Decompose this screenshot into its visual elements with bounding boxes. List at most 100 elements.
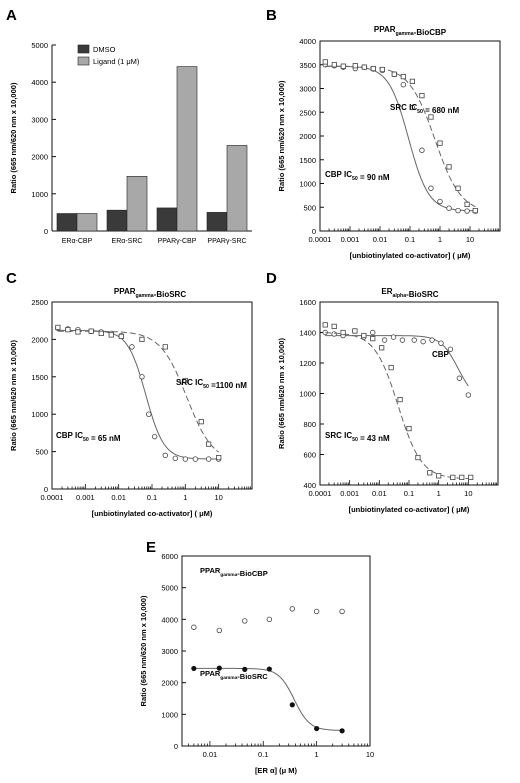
bar [56, 213, 78, 232]
data-point-circle [139, 374, 145, 380]
data-point-square [182, 377, 188, 384]
x-tick-label: 1 [183, 493, 187, 502]
data-point-square [352, 63, 358, 69]
data-point-circle [191, 624, 197, 630]
x-tick-label: 0.0001 [41, 493, 64, 502]
data-point-square [216, 454, 222, 461]
data-point-circle [242, 618, 248, 624]
x-axis-label: [ER α] (μ M) [255, 766, 298, 775]
data-point-circle [400, 81, 407, 88]
fit-curve [325, 335, 469, 387]
x-tick-label: 0.0001 [309, 235, 332, 244]
data-point-filled [191, 665, 197, 672]
data-point-square [379, 66, 385, 73]
data-point-circle [456, 375, 463, 381]
y-tick-label: 0 [174, 742, 178, 751]
x-tick-label: 0.0001 [309, 489, 332, 498]
panel-e: E 0 1000 2000 3000 4000 5000 6000 Ratio (665 nm/… [139, 539, 374, 775]
data-point-square [379, 345, 385, 351]
bar [106, 209, 128, 232]
data-point-filled [242, 666, 248, 672]
y-tick-label: 1000 [299, 390, 316, 399]
y-tick-label: 2000 [161, 679, 178, 688]
x-tick-label: 0.1 [258, 750, 268, 759]
x-tick-label: 0.001 [341, 235, 360, 244]
data-point-circle [172, 455, 178, 462]
category-label: ERα-SRC [112, 238, 143, 245]
x-tick-label: 1 [437, 489, 441, 498]
y-axis-label: Ratio (665 nm/620 nm x 10,000) [9, 82, 18, 193]
data-point-circle [437, 198, 443, 205]
y-tick-label: 3000 [161, 647, 178, 656]
x-tick-label: 0.01 [372, 489, 387, 498]
y-tick-label: 500 [303, 203, 316, 212]
bar [126, 176, 148, 232]
y-tick-label: 0 [44, 485, 48, 494]
series-label: PPARgamma-BioCBP [200, 566, 268, 578]
data-point-square [409, 78, 415, 84]
data-point-square [361, 332, 367, 339]
data-point-square [331, 323, 337, 330]
panel-letter: E [146, 539, 156, 556]
data-point-circle [339, 608, 345, 615]
data-point-circle [455, 207, 461, 214]
data-point-circle [370, 329, 376, 336]
x-axis-label: [unbiotinylated co-activator] ( μM) [92, 509, 213, 518]
data-point-square [370, 65, 376, 72]
x-tick-label: 10 [464, 489, 472, 498]
data-point-square [118, 333, 124, 340]
y-tick-label: 5000 [161, 584, 178, 593]
data-point-square [455, 185, 461, 191]
data-point-circle [420, 338, 426, 345]
data-point-circle [182, 456, 189, 462]
data-point-circle [465, 392, 472, 398]
x-tick-label: 1 [438, 235, 442, 244]
category-label: PPARγ-CBP [158, 238, 197, 245]
data-point-circle [331, 331, 337, 337]
data-point-square [88, 328, 94, 334]
panel-title: ERalpha-BioSRC [381, 287, 438, 299]
x-axis-label: [unbiotinylated co-activator] ( μM) [349, 505, 470, 514]
y-tick-label: 2000 [299, 132, 316, 141]
panel-d: D ERalpha-BioSRC 400 600 800 1000 1200 1400 1600… [266, 270, 499, 514]
y-tick-label: 1500 [299, 156, 316, 165]
data-point-square [446, 164, 452, 170]
y-tick-label: 2000 [31, 153, 48, 162]
y-tick-label: 2000 [31, 335, 48, 344]
data-point-square [391, 71, 397, 77]
x-tick-label: 0.01 [203, 750, 218, 759]
bar [76, 213, 98, 232]
y-tick-label: 6000 [161, 552, 178, 561]
x-tick-label: 10 [366, 750, 374, 759]
y-axis-label: Ratio (665 nm/620 nm x 10,000) [9, 340, 18, 451]
y-tick-label: 500 [35, 448, 48, 457]
data-point-circle [151, 433, 158, 440]
y-tick-label: 2500 [299, 108, 316, 117]
data-point-square [370, 335, 376, 342]
x-tick-label: 10 [214, 493, 222, 502]
data-point-square [198, 419, 204, 425]
y-axis-label: Ratio (665 nm/620 nm x 10,000) [139, 595, 148, 706]
y-tick-label: 1000 [31, 410, 48, 419]
data-point-circle [146, 411, 152, 417]
bar [156, 207, 178, 232]
y-tick-label: 3000 [299, 85, 316, 94]
data-point-circle [429, 337, 435, 343]
data-point-square [75, 329, 81, 335]
y-tick-label: 0 [44, 227, 48, 236]
panel-letter: A [6, 7, 17, 24]
data-point-square [450, 474, 456, 480]
y-tick-label: 4000 [31, 78, 48, 87]
x-tick-label: 0.01 [111, 493, 126, 502]
annotation: CBP IC50 = 90 nM [325, 170, 390, 182]
series-label: PPARgamma-BioSRC [200, 669, 268, 681]
y-tick-label: 4000 [161, 615, 178, 624]
fit-curve [325, 65, 476, 208]
data-point-square [472, 207, 478, 214]
data-point-square [437, 140, 443, 146]
annotation: SRC IC50 = 43 nM [325, 431, 390, 443]
data-point-circle [438, 340, 444, 346]
panel-title: PPARgamma-BioCBP [374, 25, 447, 37]
plot-frame [181, 555, 371, 747]
